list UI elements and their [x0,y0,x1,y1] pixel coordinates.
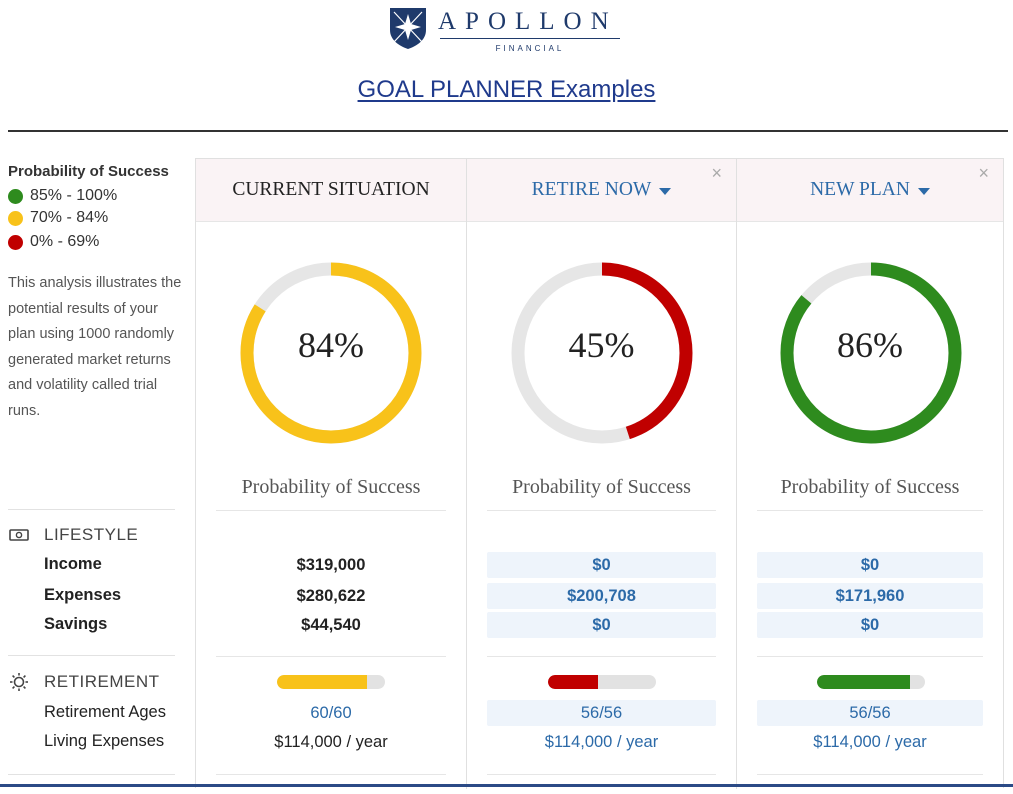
caret-down-icon[interactable] [917,187,930,195]
green-dot-icon [8,188,23,204]
legend-title: Probability of Success [8,163,169,180]
legend-item-low: 0% - 69% [8,232,99,252]
star-shield-icon [390,8,426,49]
apollon-logo: APOLLON FINANCIAL [388,6,628,53]
retirement-ages-value[interactable]: 60/60 [310,703,352,722]
income-value[interactable]: $0 [757,552,983,578]
money-icon [8,526,30,544]
plan-title: CURRENT SITUATION [232,179,430,200]
plan-title[interactable]: NEW PLAN [810,179,910,200]
living-expenses-value[interactable]: $114,000 / year [813,732,927,751]
red-dot-icon [8,234,23,250]
plan-column-new-plan: NEW PLAN × 86% Probability of Success $0… [736,159,1003,789]
row-label-retirement-ages: Retirement Ages [44,703,166,721]
donut-arc [511,262,693,444]
logo-wordmark: APOLLON [438,8,618,35]
sidebar-divider [8,509,175,510]
income-value[interactable]: $0 [487,552,716,578]
logo-rule [440,38,620,39]
lifestyle-title: LIFESTYLE [44,525,139,544]
title-divider [8,130,1008,132]
probability-label: Probability of Success [512,476,691,498]
column-divider [757,510,983,511]
column-divider [757,774,983,775]
legend-item-medium: 70% - 84% [8,208,108,228]
column-divider [216,510,446,511]
plan-title[interactable]: RETIRE NOW [531,179,652,200]
expenses-value: $280,622 [296,586,366,605]
probability-donut [511,262,693,444]
retirement-progress-bar [817,675,925,689]
retirement-progress-bar [548,675,656,689]
plan-dropdown[interactable]: RETIRE NOW [467,159,736,222]
plan-header: CURRENT SITUATION [196,159,466,222]
retirement-ages-value[interactable]: 56/56 [757,700,983,726]
expenses-value[interactable]: $200,708 [487,583,716,609]
column-divider [216,774,446,775]
expenses-value[interactable]: $171,960 [757,583,983,609]
close-icon[interactable]: × [711,163,722,183]
income-value: $319,000 [296,555,366,574]
donut-arc [780,262,962,444]
savings-value: $44,540 [301,615,361,634]
row-label-income: Income [44,555,102,573]
bottom-divider [0,784,1013,787]
probability-label: Probability of Success [241,476,421,498]
close-icon[interactable]: × [978,163,989,183]
row-label-savings: Savings [44,615,108,633]
legend-label: 70% - 84% [30,209,109,226]
column-divider [216,656,446,657]
retirement-progress-fill [548,675,598,689]
donut-arc [240,262,422,444]
retirement-ages-value[interactable]: 56/56 [487,700,716,726]
legend-item-high: 85% - 100% [8,186,117,206]
sidebar-divider [8,774,175,775]
probability-label: Probability of Success [780,476,960,498]
plan-dropdown[interactable]: NEW PLAN [737,159,1003,222]
analysis-description: This analysis illustrates the potential … [8,275,182,419]
probability-percent: 45% [568,325,635,365]
caret-down-icon[interactable] [659,187,672,195]
probability-percent: 86% [837,325,903,365]
column-divider [487,774,716,775]
retirement-section-header: RETIREMENT [8,671,160,693]
sun-icon [8,673,30,691]
retirement-title: RETIREMENT [44,672,160,691]
plan-comparison-grid: CURRENT SITUATION 84% Probability of Suc… [195,158,1004,789]
lifestyle-section-header: LIFESTYLE [8,524,138,546]
page-title[interactable]: GOAL PLANNER Examples [357,76,656,103]
retirement-progress-fill [277,675,367,689]
plan-column-current-situation: CURRENT SITUATION 84% Probability of Suc… [196,159,466,789]
row-label-expenses: Expenses [44,586,122,604]
row-label-living-expenses: Living Expenses [44,732,165,750]
retirement-progress-bar [277,675,385,689]
plan-column-retire-now: RETIRE NOW × 45% Probability of Success … [466,159,736,789]
column-divider [757,656,983,657]
column-divider [487,510,716,511]
yellow-dot-icon [8,210,23,226]
logo-subtitle: FINANCIAL [495,44,565,53]
column-divider [487,656,716,657]
sidebar-divider [8,655,175,656]
probability-percent: 84% [298,325,364,365]
living-expenses-value: $114,000 / year [274,732,388,751]
savings-value[interactable]: $0 [487,612,716,638]
retirement-progress-fill [817,675,910,689]
savings-value[interactable]: $0 [757,612,983,638]
legend-label: 0% - 69% [30,233,100,250]
living-expenses-value[interactable]: $114,000 / year [544,732,659,751]
probability-donut [240,262,422,444]
legend-label: 85% - 100% [30,187,118,204]
probability-donut [780,262,962,444]
